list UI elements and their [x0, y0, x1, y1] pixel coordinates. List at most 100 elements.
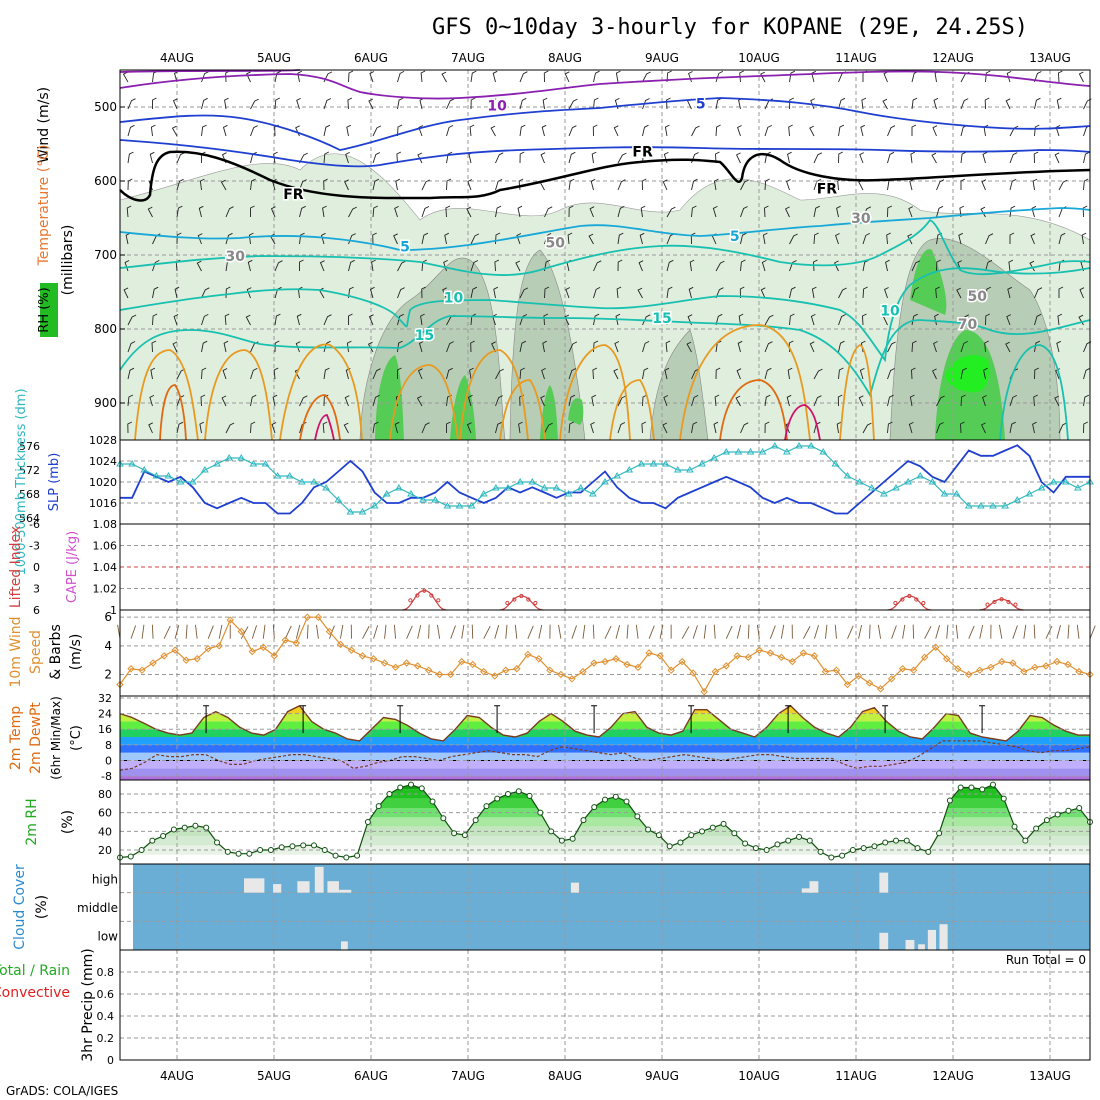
wind-barb: [299, 259, 304, 271]
cape-marker: [422, 588, 427, 593]
wind-barb: [397, 313, 404, 326]
rh-marker: [1043, 817, 1050, 824]
wind10m-barb: [1033, 624, 1036, 639]
wind-axis-label-2: Speed: [28, 630, 44, 674]
wind-barb: [372, 394, 380, 407]
wind-barb: [737, 340, 743, 353]
rh-marker: [806, 837, 813, 844]
wind10m-marker: [942, 655, 951, 663]
wind-barb: [1032, 178, 1038, 191]
thickness-marker: [867, 484, 876, 491]
rh-marker: [451, 830, 458, 837]
wind10m-barb: [558, 624, 562, 639]
wind-barb: [982, 395, 987, 407]
wind-barb: [416, 395, 423, 407]
wind10m-marker: [601, 657, 609, 666]
rh-bright-area: [945, 355, 990, 393]
wind-barb: [519, 340, 527, 353]
wind10m-marker: [998, 657, 1006, 666]
wind-barb: [299, 205, 306, 218]
wind-barb: [270, 206, 276, 218]
thickness-marker: [261, 460, 270, 467]
wind-barb: [198, 205, 204, 218]
wind10m-marker: [138, 666, 146, 674]
wind-barb: [838, 314, 846, 326]
wind10m-marker: [325, 627, 334, 636]
bottom-date-label: 12AUG: [932, 1069, 974, 1083]
cloud-block: [801, 888, 814, 893]
wind-barb: [201, 313, 209, 326]
thickness-marker: [516, 478, 525, 485]
wind-barb: [567, 232, 573, 245]
wind-barb: [568, 341, 578, 353]
wind-barb: [491, 341, 496, 353]
wind-barb: [176, 152, 185, 164]
temp-axis-label-2: 2m DewPt: [28, 702, 44, 774]
thickness-marker: [152, 472, 161, 479]
top-date-label: 8AUG: [548, 51, 582, 65]
wind10m-marker: [215, 642, 223, 650]
wind-barb: [322, 205, 327, 218]
wind-barb: [960, 367, 967, 380]
wind-barb: [323, 314, 332, 326]
wind10m-marker: [413, 662, 422, 670]
wind-barb: [662, 422, 668, 434]
rh-marker: [472, 817, 479, 824]
wind10m-barb: [306, 624, 309, 639]
top-date-label: 12AUG: [932, 51, 974, 65]
wind-barb: [542, 97, 548, 110]
wind10m-marker: [854, 672, 863, 680]
thickness-marker: [370, 502, 379, 509]
wind-barb: [495, 368, 504, 380]
cloud-block: [341, 941, 348, 950]
wind-barb: [470, 286, 478, 299]
wind-barb: [470, 97, 476, 110]
cloud-block: [273, 884, 282, 893]
thickness-marker: [819, 448, 828, 455]
wind10m-marker: [193, 655, 201, 663]
wind-barb: [617, 259, 623, 272]
wind-barb: [372, 368, 381, 380]
wind-barb: [1009, 232, 1015, 244]
contour-line: [119, 69, 301, 73]
wind-barb: [493, 286, 499, 299]
wind-barb: [172, 98, 178, 110]
rh-marker: [623, 798, 630, 805]
wind10m-barb: [362, 626, 370, 639]
wind-barb: [642, 124, 649, 137]
panel-frame: [119, 609, 1091, 697]
wind-barb: [887, 205, 893, 218]
thickness-marker: [1037, 484, 1046, 491]
rh-marker: [860, 845, 867, 852]
wind10m-barb: [756, 624, 760, 639]
wind-barb: [397, 287, 405, 299]
rh-marker: [946, 797, 953, 804]
wind-barb: [173, 314, 179, 326]
wind10m-marker: [281, 636, 290, 644]
temperature-contour: [499, 379, 546, 441]
wind-barb: [152, 97, 157, 109]
rh-mid-area: [649, 329, 709, 441]
thickness-marker: [297, 478, 306, 485]
thickness-tick: 564: [19, 512, 40, 525]
wind-barb: [956, 287, 962, 299]
wind10m-barb: [1067, 624, 1070, 639]
temperature-contour: [609, 379, 655, 441]
precip-total-label: Total / Rain: [0, 963, 70, 979]
rh-marker: [235, 850, 242, 857]
wind-barb: [250, 394, 257, 407]
wind-barb: [760, 71, 766, 83]
wind-barb: [397, 97, 404, 110]
wind-barb: [639, 232, 645, 245]
thickness-marker: [1013, 496, 1022, 503]
wind10m-marker: [314, 613, 323, 621]
rh-band: [120, 798, 1090, 808]
wind-barb: [936, 395, 945, 407]
thickness-marker: [467, 502, 476, 509]
wind-barb: [908, 206, 914, 218]
rh-green-area: [910, 249, 947, 315]
wind-barb: [764, 314, 774, 326]
wind-barb: [274, 97, 281, 110]
wind-barb: [737, 125, 742, 137]
wind-barb: [809, 125, 815, 137]
